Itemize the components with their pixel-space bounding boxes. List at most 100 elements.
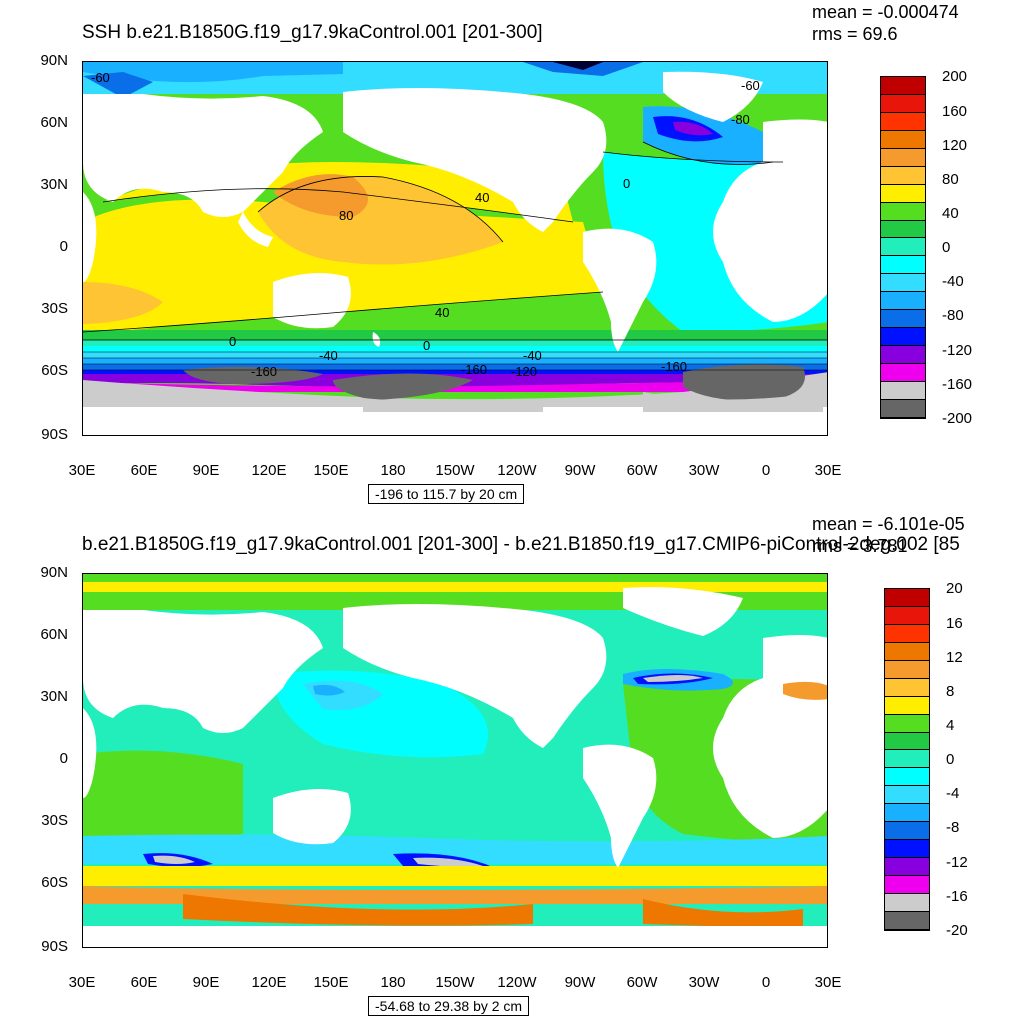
contour-range-box: -54.68 to 29.38 by 2 cm — [368, 996, 530, 1016]
lon-label: 0 — [761, 462, 771, 479]
lon-label: 150W — [435, 974, 475, 991]
colorbar-label: -4 — [946, 785, 960, 802]
colorbar-label: -16 — [946, 888, 968, 905]
colorbar-label: -120 — [942, 342, 973, 359]
north-america-land — [343, 88, 607, 232]
colorbar-swatch — [881, 256, 925, 275]
colorbar-swatch — [881, 202, 925, 221]
colorbar-swatch — [881, 292, 925, 311]
colorbar-swatch — [881, 399, 925, 418]
ssh-map-panel: SSH b.e21.B1850G.f19_g17.9kaControl.001 … — [40, 2, 973, 504]
colorbar-swatch — [881, 364, 925, 382]
colorbar-swatch — [885, 911, 929, 930]
australia-land — [273, 273, 351, 329]
difference-field — [83, 574, 827, 947]
colorbar-label: -40 — [942, 273, 964, 290]
colorbar-swatch — [885, 840, 929, 859]
colorbar-swatch — [881, 238, 925, 257]
colorbar-swatch — [885, 732, 929, 751]
lon-label: 120E — [251, 462, 287, 479]
lon-label: 30W — [688, 974, 720, 991]
contour-range-box: -196 to 115.7 by 20 cm — [368, 484, 525, 504]
colorbar-swatch — [881, 310, 925, 329]
colorbar-label: 40 — [942, 205, 959, 222]
lon-label: 90E — [192, 974, 220, 991]
colorbar-label: 0 — [942, 239, 951, 256]
colorbar-label: 20 — [946, 580, 963, 597]
contour-label: 40 — [435, 305, 449, 320]
colorbar-label: 4 — [946, 717, 955, 734]
colorbar — [884, 588, 930, 931]
colorbar-swatch — [885, 660, 929, 679]
lat-label: 30S — [41, 812, 68, 829]
south-america-land — [583, 228, 657, 352]
colorbar-swatch — [885, 858, 929, 876]
mean-stat: mean = -0.000474 — [812, 2, 959, 22]
colorbar-swatch — [881, 220, 925, 239]
colorbar-swatch — [885, 876, 929, 894]
colorbar-swatch — [885, 893, 929, 912]
contour-label: -160 — [461, 362, 487, 377]
difference-map — [82, 573, 828, 948]
lat-label: 30S — [41, 300, 68, 317]
colorbar-swatch — [881, 184, 925, 203]
colorbar-swatch — [885, 642, 929, 661]
lat-label: 0 — [59, 750, 68, 767]
colorbar-swatch — [885, 786, 929, 805]
map-title: b.e21.B1850G.f19_g17.9kaControl.001 [201… — [82, 534, 960, 555]
lon-label: 60W — [626, 974, 658, 991]
colorbar-swatch — [881, 148, 925, 167]
lat-label: 90N — [40, 564, 68, 581]
contour-label-80: 80 — [339, 208, 353, 223]
lat-label: 60N — [40, 114, 68, 131]
colorbar-label: 200 — [942, 68, 968, 85]
colorbar-label: 16 — [946, 615, 963, 632]
colorbar-swatch — [881, 77, 925, 95]
colorbar-swatch — [881, 166, 925, 185]
lon-label: 150E — [313, 462, 349, 479]
lat-label: 30N — [40, 176, 68, 193]
colorbar-swatch — [881, 94, 925, 113]
lon-label: 60W — [626, 462, 658, 479]
lon-label: 180 — [380, 462, 406, 479]
colorbar-swatch — [881, 328, 925, 347]
colorbar-label: -200 — [942, 410, 973, 427]
colorbar-swatch — [881, 381, 925, 400]
contour-label: -60 — [91, 70, 110, 85]
colorbar-label: -20 — [946, 922, 968, 939]
lon-label: 30E — [814, 974, 842, 991]
colorbar — [880, 76, 926, 419]
lat-label: 90N — [40, 52, 68, 69]
rms-stat: rms = 3.781 — [812, 536, 908, 556]
lat-label: 90S — [41, 426, 68, 443]
contour-label: -40 — [523, 348, 542, 363]
lon-label: 90W — [564, 462, 596, 479]
lon-label: 30E — [68, 974, 96, 991]
colorbar-swatch — [885, 696, 929, 715]
contour-layer: 80 40 40 0 0 0 -40 -40 -160 -160 -160 -1… — [83, 70, 827, 379]
lon-label: 120E — [251, 974, 287, 991]
colorbar-swatch — [885, 606, 929, 625]
colorbar-label: 120 — [942, 137, 968, 154]
lat-label: 30N — [40, 688, 68, 705]
colorbar-label: 12 — [946, 649, 963, 666]
lon-label: 150W — [435, 462, 475, 479]
colorbar-label: -12 — [946, 854, 968, 871]
asia-land — [83, 94, 323, 217]
lat-label: 60N — [40, 626, 68, 643]
lon-label: 0 — [761, 974, 771, 991]
colorbar-swatch — [885, 768, 929, 787]
colorbar-swatch — [885, 822, 929, 841]
colorbar-label: -160 — [942, 376, 973, 393]
lon-label: 30E — [814, 462, 842, 479]
contour-label: 0 — [229, 334, 236, 349]
colorbar-swatch — [881, 130, 925, 149]
africa-europe-land — [713, 119, 827, 322]
lon-label: 150E — [313, 974, 349, 991]
lat-label: 60S — [41, 874, 68, 891]
colorbar-swatch — [881, 346, 925, 364]
lat-label: 60S — [41, 362, 68, 379]
rms-stat: rms = 69.6 — [812, 24, 898, 44]
lon-label: 120W — [497, 974, 537, 991]
ssh-map: 80 40 40 0 0 0 -40 -40 -160 -160 -160 -1… — [82, 61, 828, 436]
